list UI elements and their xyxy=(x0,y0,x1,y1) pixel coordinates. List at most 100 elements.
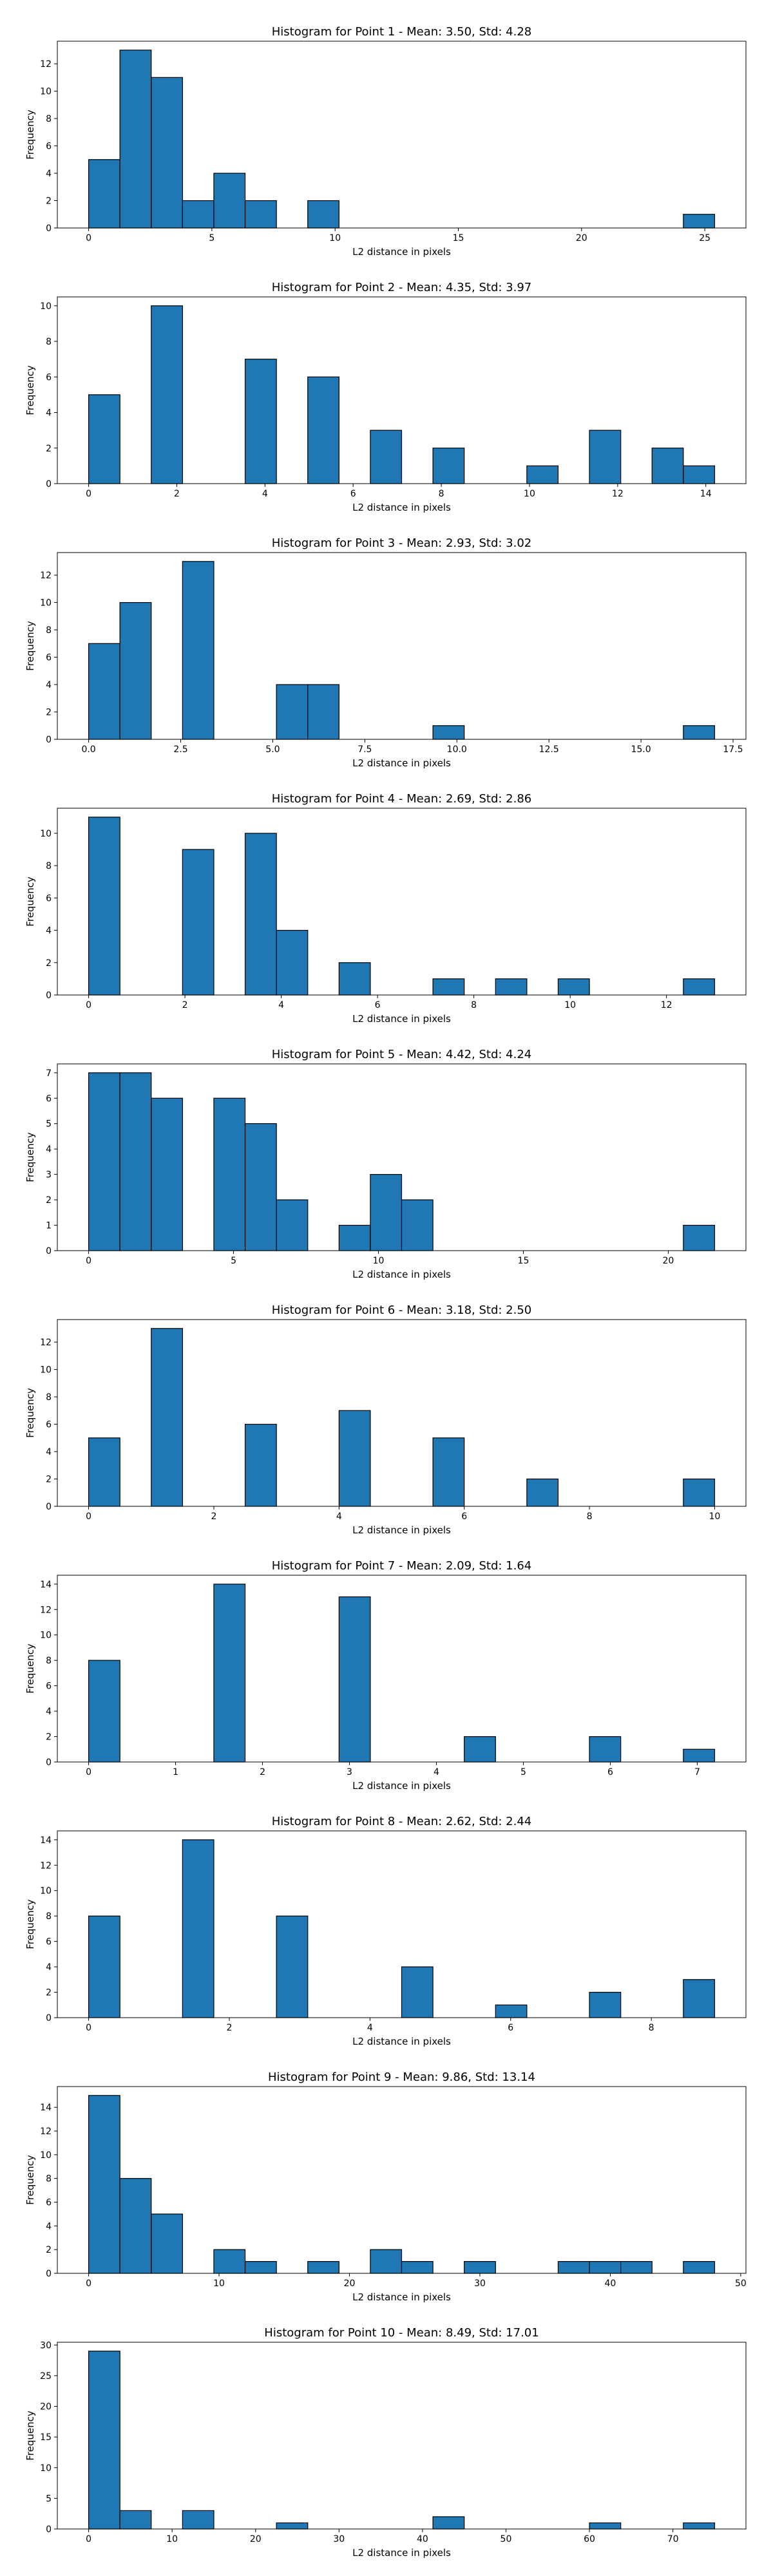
y-tick-label: 2 xyxy=(46,1988,52,1998)
plot-frame xyxy=(57,1575,747,1763)
histogram-bar xyxy=(151,305,183,484)
chart-title: Histogram for Point 6 - Mean: 3.18, Std:… xyxy=(272,1303,532,1317)
x-axis-label: L2 distance in pixels xyxy=(352,1269,451,1280)
x-tick-label: 4 xyxy=(336,1511,342,1522)
y-tick-label: 4 xyxy=(46,1962,52,1973)
x-tick-label: 10 xyxy=(213,2278,225,2289)
y-axis-label: Frequency xyxy=(24,109,36,160)
y-tick-label: 1 xyxy=(46,1221,52,1231)
histogram-bar xyxy=(276,929,309,996)
histogram-bar xyxy=(526,1478,559,1507)
x-tick-label: 5 xyxy=(520,1767,526,1777)
y-tick-label: 10 xyxy=(40,301,52,312)
y-tick-label: 6 xyxy=(46,372,52,383)
y-tick-label: 8 xyxy=(46,337,52,347)
chart-title: Histogram for Point 7 - Mean: 2.09, Std:… xyxy=(272,1559,532,1573)
x-axis-label: L2 distance in pixels xyxy=(352,502,451,513)
histogram-bar xyxy=(338,962,371,996)
x-tick-label: 5.0 xyxy=(265,744,280,755)
x-tick-label: 17.5 xyxy=(723,744,743,755)
plot-frame xyxy=(57,2086,747,2274)
histogram-bar xyxy=(244,359,277,484)
histogram-bar xyxy=(589,1991,622,2018)
chart-title: Histogram for Point 8 - Mean: 2.62, Std:… xyxy=(272,1815,532,1828)
histogram-bar xyxy=(307,200,339,229)
x-tick-label: 2.5 xyxy=(173,744,187,755)
histogram-bar xyxy=(213,1584,246,1763)
chart-title: Histogram for Point 1 - Mean: 3.50, Std:… xyxy=(272,25,532,39)
x-tick-label: 10 xyxy=(166,2534,178,2544)
x-tick-label: 0 xyxy=(86,233,91,243)
x-tick-label: 40 xyxy=(417,2534,428,2544)
histogram-bar xyxy=(683,2522,716,2530)
y-tick-label: 10 xyxy=(40,1886,52,1897)
x-tick-label: 6 xyxy=(350,489,356,499)
histogram-bar xyxy=(88,1072,120,1251)
histogram-bar xyxy=(119,50,152,229)
histogram-bar xyxy=(244,1123,277,1251)
x-tick-label: 20 xyxy=(344,2278,356,2289)
y-tick-label: 8 xyxy=(46,1656,52,1666)
histogram-bar xyxy=(432,725,465,740)
x-tick-label: 10 xyxy=(373,1256,385,1266)
y-tick-label: 10 xyxy=(40,1631,52,1641)
y-tick-label: 25 xyxy=(40,2371,52,2382)
histogram-bar xyxy=(432,1437,465,1507)
histogram-bar xyxy=(88,1437,120,1507)
histogram-bar xyxy=(182,200,215,229)
y-tick-label: 0 xyxy=(46,2013,52,2023)
histogram-bar xyxy=(307,2260,339,2274)
histogram-bar xyxy=(119,1072,152,1251)
histogram-bar xyxy=(213,1097,246,1251)
plot-frame xyxy=(57,296,747,484)
x-tick-label: 4 xyxy=(262,489,268,499)
histogram-panel-8: 0 2 4 6 8 0 2 4 6 8 10 12 14 Histogram for Point 8 - … xyxy=(24,1815,747,2047)
y-tick-label: 6 xyxy=(46,893,52,904)
histogram-bar xyxy=(495,978,528,996)
y-tick-label: 0 xyxy=(46,1757,52,1768)
x-axis-label: L2 distance in pixels xyxy=(352,1780,451,1792)
histogram-bar xyxy=(651,448,684,484)
chart-title: Histogram for Point 10 - Mean: 8.49, Std… xyxy=(264,2326,539,2340)
histogram-bar xyxy=(683,2260,716,2274)
x-tick-label: 60 xyxy=(584,2534,595,2544)
x-tick-label: 50 xyxy=(735,2278,747,2289)
histogram-bar xyxy=(276,1915,309,2018)
y-tick-label: 10 xyxy=(40,829,52,839)
x-tick-label: 7.5 xyxy=(358,744,372,755)
y-tick-label: 4 xyxy=(46,680,52,690)
y-tick-label: 0 xyxy=(46,1246,52,1256)
chart-title: Histogram for Point 4 - Mean: 2.69, Std:… xyxy=(272,792,532,806)
y-axis-label: Frequency xyxy=(24,1388,36,1438)
x-tick-label: 1 xyxy=(173,1767,178,1777)
y-tick-label: 4 xyxy=(46,926,52,936)
x-tick-label: 8 xyxy=(649,2023,654,2033)
histogram-bar xyxy=(88,1915,120,2018)
histogram-bar xyxy=(338,1224,371,1251)
y-tick-label: 8 xyxy=(46,1392,52,1403)
plot-frame xyxy=(57,1063,747,1251)
y-tick-label: 2 xyxy=(46,958,52,969)
histogram-bar xyxy=(88,2351,120,2530)
y-tick-label: 0 xyxy=(46,2524,52,2535)
x-tick-label: 3 xyxy=(347,1767,352,1777)
x-tick-label: 50 xyxy=(501,2534,512,2544)
histogram-bar xyxy=(432,448,465,484)
y-tick-label: 3 xyxy=(46,1170,52,1180)
x-tick-label: 2 xyxy=(174,489,180,499)
y-tick-label: 12 xyxy=(40,2126,52,2137)
y-tick-label: 2 xyxy=(46,2245,52,2255)
histogram-bar xyxy=(589,2260,622,2274)
x-tick-label: 70 xyxy=(667,2534,679,2544)
x-tick-label: 0.0 xyxy=(81,744,95,755)
histogram-bar xyxy=(370,1174,403,1251)
histogram-bar xyxy=(401,1966,434,2018)
y-tick-label: 10 xyxy=(40,598,52,609)
histogram-bar xyxy=(526,465,559,484)
x-tick-label: 0 xyxy=(86,1511,91,1522)
y-tick-label: 14 xyxy=(40,1835,52,1846)
histogram-bar xyxy=(589,430,622,484)
histogram-bar xyxy=(244,200,277,229)
histogram-bar xyxy=(276,684,309,740)
y-tick-label: 4 xyxy=(46,1144,52,1155)
